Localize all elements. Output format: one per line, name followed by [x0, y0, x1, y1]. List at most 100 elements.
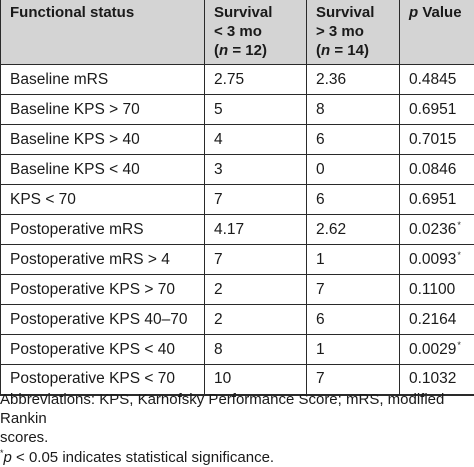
cell-p-value: 0.0093*	[400, 245, 474, 275]
cell-functional-status-value: Baseline KPS < 40	[10, 161, 140, 178]
cell-p-value: 0.6951	[400, 95, 474, 125]
cell-functional-status-value: Postoperative mRS	[10, 221, 144, 238]
cell-survival-lt3: 2.75	[205, 65, 307, 95]
cell-functional-status: Postoperative KPS > 70	[1, 275, 205, 305]
cell-survival-gt3: 1	[307, 335, 400, 365]
cell-survival-lt3: 4.17	[205, 215, 307, 245]
cell-survival-gt3-value: 2.36	[316, 71, 346, 88]
table-row: Baseline KPS > 70 5 8 0.6951	[1, 95, 474, 125]
cell-functional-status: Baseline mRS	[1, 65, 205, 95]
header-survival-gt3-line2: > 3 mo	[316, 23, 364, 40]
cell-p-value-value: 0.6951	[409, 101, 456, 118]
header-survival-gt3-n: (n = 14)	[316, 42, 369, 59]
cell-functional-status: Postoperative KPS 40–70	[1, 305, 205, 335]
cell-survival-gt3-value: 2.62	[316, 221, 346, 238]
cell-survival-gt3: 0	[307, 155, 400, 185]
header-survival-gt3-line1: Survival	[316, 4, 374, 21]
cell-survival-gt3-value: 7	[316, 281, 325, 298]
header-survival-lt3-line1: Survival	[214, 4, 272, 21]
cell-survival-gt3: 1	[307, 245, 400, 275]
cell-survival-lt3: 2	[205, 305, 307, 335]
table-row: Postoperative KPS > 70 2 7 0.1100	[1, 275, 474, 305]
header-p-value: p Value	[400, 0, 474, 65]
cell-p-value: 0.1100	[400, 275, 474, 305]
cell-p-value: 0.7015	[400, 125, 474, 155]
abbreviations-line2: scores.	[0, 429, 48, 446]
cell-p-value-value: 0.1032	[409, 370, 456, 387]
cell-p-value: 0.2164	[400, 305, 474, 335]
abbreviations-footnote: Abbreviations: KPS, Karnofsky Performanc…	[0, 390, 474, 447]
cell-functional-status-value: Postoperative KPS < 40	[10, 341, 175, 358]
cell-survival-lt3-value: 8	[214, 341, 223, 358]
header-survival-gt3-n-symbol: n	[321, 42, 330, 59]
header-survival-lt3-n-symbol: n	[219, 42, 228, 59]
table-row: KPS < 70 7 6 0.6951	[1, 185, 474, 215]
significance-text: < 0.05 indicates statistical significanc…	[12, 449, 274, 466]
cell-p-value-value: 0.4845	[409, 71, 456, 88]
table-row: Postoperative mRS 4.17 2.62 0.0236*	[1, 215, 474, 245]
cell-survival-gt3: 6	[307, 125, 400, 155]
cell-survival-gt3-value: 1	[316, 341, 325, 358]
cell-functional-status: Baseline KPS < 40	[1, 155, 205, 185]
significance-marker: *	[457, 220, 461, 230]
cell-survival-lt3-value: 2	[214, 281, 223, 298]
significance-p-symbol: p	[4, 449, 12, 466]
cell-functional-status: Baseline KPS > 40	[1, 125, 205, 155]
cell-survival-lt3-value: 10	[214, 370, 231, 387]
cell-survival-gt3: 8	[307, 95, 400, 125]
cell-functional-status-value: KPS < 70	[10, 191, 76, 208]
cell-survival-gt3-value: 0	[316, 161, 325, 178]
cell-survival-lt3: 2	[205, 275, 307, 305]
header-functional-status-label: Functional status	[10, 4, 134, 21]
table-row: Postoperative mRS > 4 7 1 0.0093*	[1, 245, 474, 275]
cell-survival-lt3-value: 7	[214, 251, 223, 268]
cell-survival-gt3: 2.62	[307, 215, 400, 245]
cell-survival-gt3: 7	[307, 275, 400, 305]
cell-p-value-value: 0.0029	[409, 341, 456, 358]
cell-survival-gt3: 6	[307, 305, 400, 335]
cell-p-value-value: 0.6951	[409, 191, 456, 208]
cell-survival-gt3-value: 7	[316, 370, 325, 387]
header-row: Functional status Survival < 3 mo (n = 1…	[1, 0, 474, 65]
header-functional-status: Functional status	[1, 0, 205, 65]
header-survival-lt3-line2: < 3 mo	[214, 23, 262, 40]
cell-p-value: 0.6951	[400, 185, 474, 215]
cell-survival-gt3-value: 6	[316, 131, 325, 148]
functional-status-table: Functional status Survival < 3 mo (n = 1…	[0, 0, 474, 396]
cell-p-value-value: 0.7015	[409, 131, 456, 148]
cell-functional-status-value: Baseline KPS > 40	[10, 131, 140, 148]
cell-survival-gt3-value: 6	[316, 311, 325, 328]
cell-p-value: 0.0846	[400, 155, 474, 185]
significance-marker: *	[457, 340, 461, 350]
cell-functional-status-value: Postoperative mRS > 4	[10, 251, 170, 268]
header-survival-gt3: Survival > 3 mo (n = 14)	[307, 0, 400, 65]
cell-functional-status: Baseline KPS > 70	[1, 95, 205, 125]
cell-survival-gt3-value: 1	[316, 251, 325, 268]
header-p-symbol: p	[409, 4, 418, 21]
cell-survival-lt3: 7	[205, 245, 307, 275]
cell-survival-gt3-value: 6	[316, 191, 325, 208]
table-row: Postoperative KPS < 40 8 1 0.0029*	[1, 335, 474, 365]
header-survival-lt3-n-value: = 12)	[228, 42, 267, 59]
cell-functional-status-value: Postoperative KPS < 70	[10, 370, 175, 387]
header-p-value-label: Value	[418, 4, 461, 21]
cell-functional-status: Postoperative KPS < 40	[1, 335, 205, 365]
cell-survival-lt3-value: 5	[214, 101, 223, 118]
table-row: Baseline KPS < 40 3 0 0.0846	[1, 155, 474, 185]
cell-p-value: 0.0029*	[400, 335, 474, 365]
table-footnotes: Abbreviations: KPS, Karnofsky Performanc…	[0, 390, 474, 467]
table-header: Functional status Survival < 3 mo (n = 1…	[1, 0, 474, 65]
cell-survival-gt3-value: 8	[316, 101, 325, 118]
cell-functional-status-value: Baseline KPS > 70	[10, 101, 140, 118]
cell-survival-lt3-value: 4.17	[214, 221, 244, 238]
results-table-container: Functional status Survival < 3 mo (n = 1…	[0, 0, 474, 396]
cell-p-value-value: 0.0236	[409, 221, 456, 238]
cell-survival-lt3-value: 3	[214, 161, 223, 178]
cell-functional-status: Postoperative mRS > 4	[1, 245, 205, 275]
cell-functional-status: Postoperative mRS	[1, 215, 205, 245]
cell-survival-lt3-value: 7	[214, 191, 223, 208]
